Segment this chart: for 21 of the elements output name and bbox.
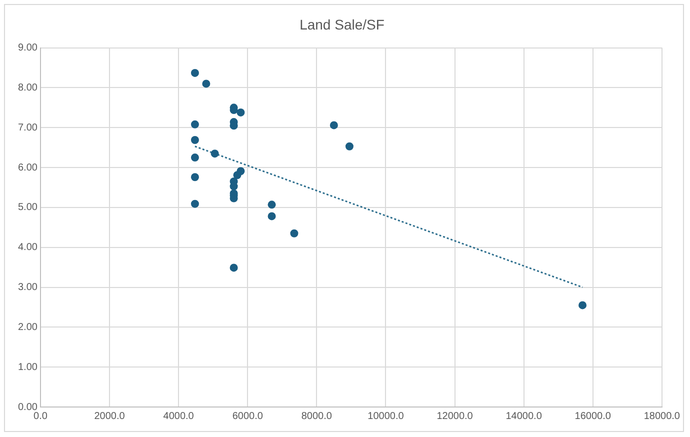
y-tick-label: 9.00 <box>18 42 38 54</box>
y-tick-label: 8.00 <box>18 82 38 94</box>
x-tick-label: 18000.0 <box>644 410 680 422</box>
y-tick-label: 0.00 <box>18 402 38 413</box>
x-tick-label: 10000.0 <box>368 410 404 422</box>
y-tick-label: 1.00 <box>18 362 38 373</box>
x-tick-label: 0.0 <box>34 410 48 422</box>
x-tick-label: 6000.0 <box>232 410 264 422</box>
y-tick-label: 6.00 <box>18 162 38 174</box>
y-tick-label: 5.00 <box>18 202 38 214</box>
y-tick-label: 2.00 <box>18 322 38 333</box>
x-tick-label: 8000.0 <box>301 410 332 422</box>
x-tick-label: 14000.0 <box>506 410 542 422</box>
y-tick-label: 7.00 <box>18 122 38 134</box>
x-tick-label: 4000.0 <box>163 410 194 422</box>
chart-title: Land Sale/SF <box>300 16 384 32</box>
x-tick-label: 12000.0 <box>436 410 474 422</box>
y-tick-label: 3.00 <box>18 282 38 294</box>
x-tick-label: 2000.0 <box>94 410 126 422</box>
x-tick-label: 16000.0 <box>574 410 612 422</box>
y-tick-label: 4.00 <box>18 242 38 254</box>
